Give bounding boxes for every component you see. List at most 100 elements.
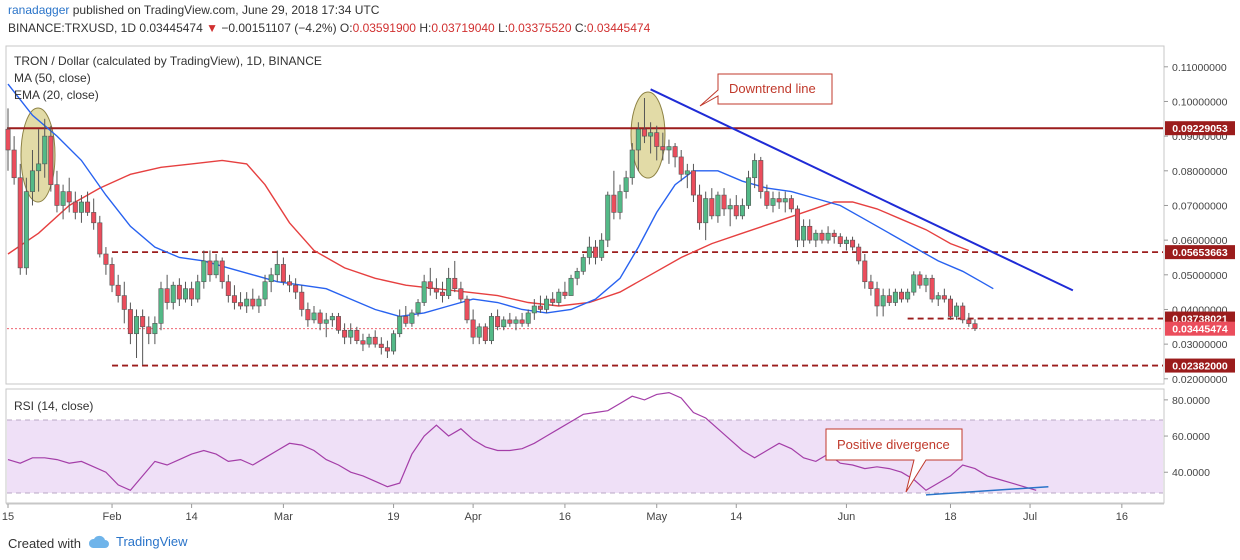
candle-body xyxy=(384,347,390,352)
candle xyxy=(85,191,91,216)
candle-body xyxy=(776,198,782,203)
candle-body xyxy=(225,281,231,296)
candle-body xyxy=(788,198,794,210)
time-tick-label: May xyxy=(646,511,667,523)
candle-body xyxy=(507,319,513,324)
candle-body xyxy=(899,291,905,300)
candle xyxy=(648,122,654,154)
candle-body xyxy=(262,281,268,300)
candle xyxy=(91,198,97,230)
candle xyxy=(482,323,488,345)
candle xyxy=(189,281,195,306)
candle-body xyxy=(905,291,911,300)
candle-body xyxy=(256,298,262,307)
candle-body xyxy=(703,198,709,224)
candle xyxy=(256,295,262,313)
candle xyxy=(954,302,960,320)
candle xyxy=(66,177,72,213)
candle-body xyxy=(195,281,201,300)
candle-body xyxy=(825,232,831,241)
candle xyxy=(801,219,807,248)
candle xyxy=(874,281,880,317)
candle xyxy=(911,271,917,296)
candle xyxy=(170,281,176,310)
rsi-legend: RSI (14, close) xyxy=(14,399,93,413)
candle-body xyxy=(433,288,439,293)
rsi-band xyxy=(7,420,1163,493)
price-tick-label: 0.07000000 xyxy=(1172,200,1228,212)
candle-body xyxy=(966,319,972,324)
time-axis: 15 Feb 14 Mar 19 Apr 16 May 14 Jun 18 Jul 16 xyxy=(2,504,1128,523)
candle xyxy=(329,312,335,327)
candle xyxy=(776,191,782,209)
price-label-text: 0.09229053 xyxy=(1172,123,1228,135)
candle xyxy=(660,132,666,161)
time-tick-label: 14 xyxy=(730,511,742,523)
down-arrow-icon: ▼ xyxy=(206,21,219,35)
candle xyxy=(917,271,923,289)
candle xyxy=(403,306,409,327)
candle-body xyxy=(17,177,23,269)
candle xyxy=(544,295,550,313)
candle-body xyxy=(837,236,843,244)
candle-body xyxy=(954,305,960,317)
tradingview-brand[interactable]: TradingView xyxy=(88,534,188,549)
author-link[interactable]: ranadagger xyxy=(8,3,70,17)
candle xyxy=(29,150,35,206)
candle xyxy=(672,143,678,168)
candle xyxy=(935,292,941,306)
candle xyxy=(635,122,641,171)
candle-body xyxy=(641,128,647,137)
chart-canvas[interactable]: 0.110000000.100000000.090000000.08000000… xyxy=(0,40,1240,532)
candle xyxy=(391,330,397,355)
candle-body xyxy=(660,146,666,151)
rsi-series xyxy=(7,391,1049,496)
candle-body xyxy=(874,288,880,307)
candle-body xyxy=(317,312,323,324)
candle-body xyxy=(36,163,42,172)
downtrend-label: Downtrend line xyxy=(729,81,816,96)
candle xyxy=(207,250,213,282)
candle-body xyxy=(635,128,641,151)
ema-legend: EMA (20, close) xyxy=(14,88,99,102)
candle xyxy=(409,309,415,327)
candle-body xyxy=(586,246,592,258)
candle-body xyxy=(721,194,727,210)
candle xyxy=(764,184,770,209)
candle-body xyxy=(623,177,629,192)
candle xyxy=(972,319,978,331)
footer: Created with TradingView xyxy=(0,532,1240,560)
candle xyxy=(427,267,433,296)
candle xyxy=(923,274,929,293)
candle-body xyxy=(329,316,335,321)
candle-body xyxy=(207,260,213,276)
candle xyxy=(599,233,605,261)
candle xyxy=(862,254,868,289)
divergence-callout: Positive divergence xyxy=(825,428,963,493)
candle xyxy=(886,288,892,306)
time-tick-label: 15 xyxy=(2,511,14,523)
candle-body xyxy=(201,260,207,283)
candle-body xyxy=(29,170,35,192)
ma50-line xyxy=(7,159,970,307)
candle xyxy=(421,274,427,306)
candle-body xyxy=(629,149,635,179)
candle-body xyxy=(917,274,923,286)
candle xyxy=(825,226,831,244)
candle xyxy=(78,195,84,223)
candle-body xyxy=(146,326,152,335)
candle xyxy=(280,257,286,286)
candle xyxy=(5,108,11,171)
candle xyxy=(611,170,617,220)
candle-body xyxy=(568,277,574,296)
candle-body xyxy=(666,146,672,151)
candle xyxy=(60,184,66,220)
candle-body xyxy=(170,284,176,303)
price-change: −0.00151107 (−4.2%) xyxy=(221,21,337,35)
price-label-box xyxy=(1165,321,1235,336)
candle-body xyxy=(280,264,286,283)
candle-body xyxy=(458,288,464,300)
candle xyxy=(929,274,935,303)
candle xyxy=(72,191,78,220)
candle xyxy=(623,170,629,199)
